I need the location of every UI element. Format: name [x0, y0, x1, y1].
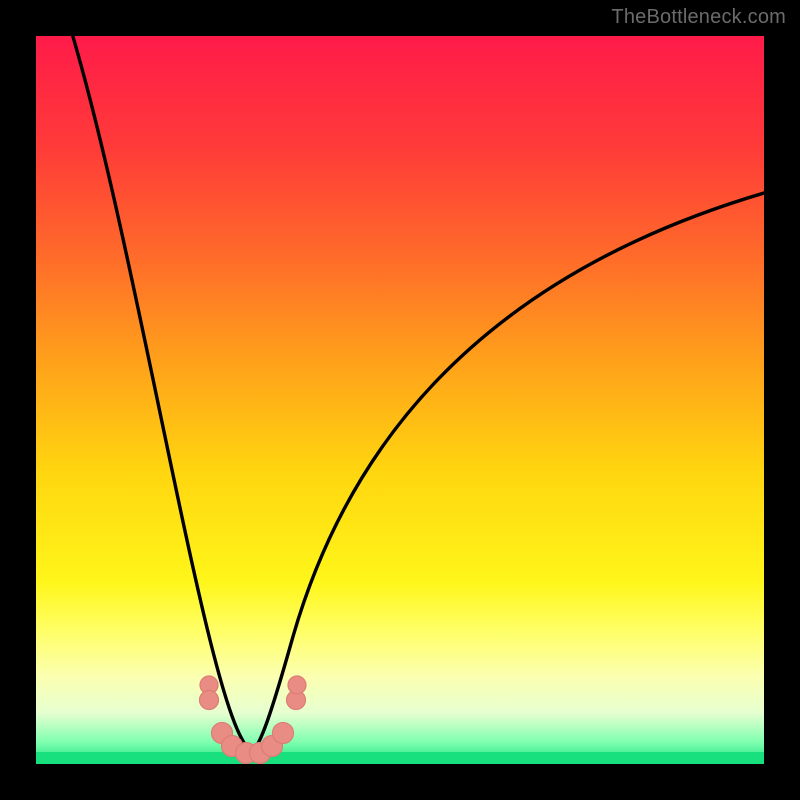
- gradient-plot-area: [36, 36, 764, 764]
- bottom-green-strip: [36, 752, 764, 764]
- chart-canvas: TheBottleneck.com: [0, 0, 800, 800]
- watermark-text: TheBottleneck.com: [611, 6, 786, 29]
- trough-dot: [200, 691, 219, 710]
- trough-dot: [273, 723, 294, 744]
- trough-dot: [288, 676, 306, 694]
- chart-svg: [0, 0, 800, 800]
